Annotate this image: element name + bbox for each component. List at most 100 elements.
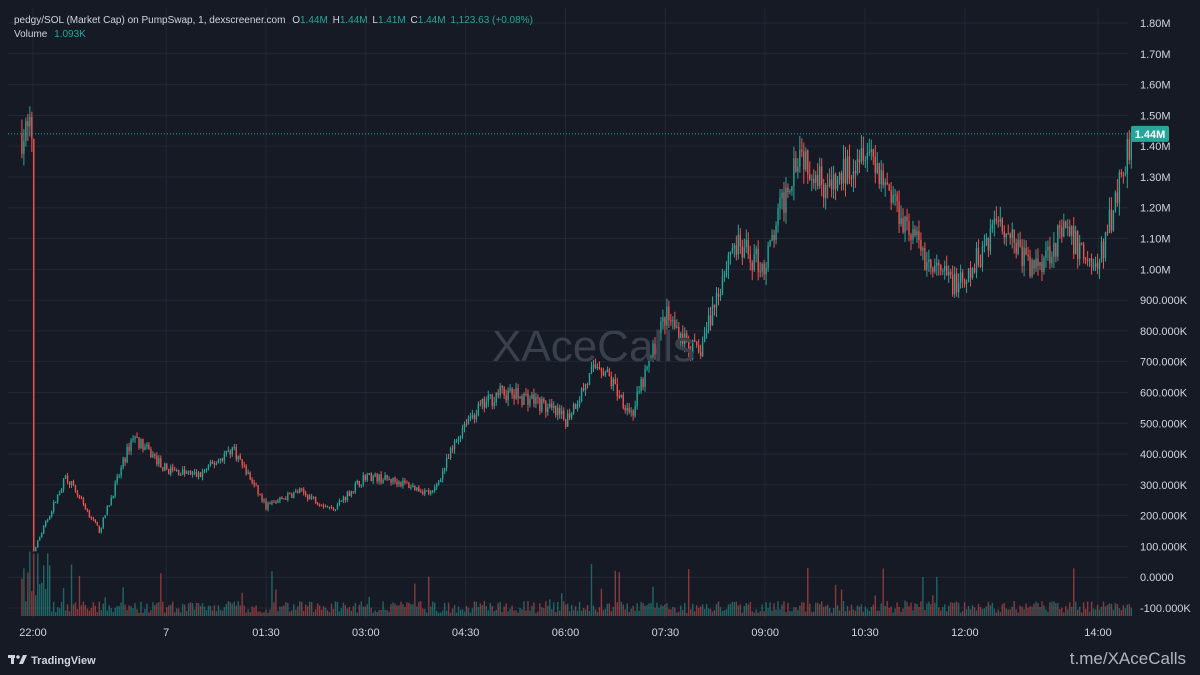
candle — [993, 210, 996, 237]
volume-bar — [545, 601, 547, 616]
candle — [1005, 233, 1007, 247]
candle-body — [882, 170, 884, 185]
candle-body — [164, 463, 166, 471]
candle-body — [177, 470, 180, 476]
volume-bar — [326, 610, 329, 616]
candle-body — [658, 332, 660, 348]
candle-body — [58, 493, 61, 495]
tradingview-logo[interactable]: TradingView — [8, 654, 96, 667]
candle-body — [1015, 242, 1017, 254]
candle — [471, 409, 474, 420]
candle-body — [789, 191, 791, 193]
volume-bar — [932, 595, 934, 616]
candle — [674, 311, 676, 330]
y-axis-tick: 1.70M — [1140, 49, 1171, 61]
volume-bar — [237, 601, 239, 616]
candle — [102, 517, 104, 530]
candle — [628, 403, 630, 415]
candle-body — [152, 454, 154, 458]
candle-body — [517, 388, 519, 399]
volume-bar — [781, 604, 783, 616]
volume-bar — [126, 610, 128, 616]
volume-bar — [195, 602, 198, 616]
volume-bar — [420, 601, 422, 616]
candle — [785, 177, 787, 224]
candle-body — [453, 441, 456, 450]
candle — [174, 466, 176, 471]
volume-bar — [920, 601, 922, 616]
candle-body — [459, 436, 462, 438]
volume-bar — [229, 602, 231, 616]
candle — [400, 481, 402, 488]
candle — [781, 188, 783, 210]
volume-bar — [437, 612, 440, 616]
candle — [110, 494, 112, 506]
volume-bar — [279, 606, 281, 616]
volume-bar — [811, 611, 813, 616]
volume-bar — [380, 609, 382, 616]
candle — [120, 465, 122, 479]
volume-bar — [973, 607, 976, 616]
candle-body — [402, 480, 404, 486]
volume-bar — [221, 610, 224, 616]
x-axis-tick: 07:30 — [652, 627, 680, 639]
candle-body — [80, 498, 83, 500]
candle-body — [31, 116, 33, 139]
volume-bar — [1051, 601, 1053, 616]
volume-label: Volume — [14, 29, 48, 40]
candle-body — [1092, 266, 1095, 268]
candle — [908, 213, 910, 242]
candle-body — [820, 166, 823, 185]
volume-bar — [717, 601, 720, 616]
volume-bar — [592, 605, 595, 616]
candle — [684, 327, 686, 353]
low-value: 1.41M — [377, 15, 406, 26]
candle — [906, 208, 908, 231]
candle-body — [102, 517, 104, 528]
volume-bar — [336, 601, 339, 616]
candle-body — [664, 317, 666, 326]
candle-body — [1053, 243, 1055, 257]
volume-bar — [134, 603, 136, 616]
volume-bar — [219, 609, 222, 616]
candle-body — [72, 481, 75, 486]
volume-bar — [969, 609, 972, 616]
candle — [170, 464, 172, 477]
candle-body — [1094, 263, 1097, 267]
volume-bar — [52, 602, 55, 616]
candle — [160, 455, 162, 468]
candle — [1128, 129, 1130, 165]
volume-bar — [568, 611, 571, 616]
volume-bar — [600, 588, 603, 616]
candle-body — [1045, 250, 1047, 258]
volume-bar — [691, 603, 694, 616]
volume-bar — [574, 606, 577, 616]
candle — [426, 490, 428, 492]
candle — [870, 139, 872, 161]
volume-bar — [721, 610, 724, 616]
volume-bar — [783, 601, 785, 616]
telegram-link[interactable]: t.me/XAceCalls — [1069, 649, 1186, 668]
volume-bar — [878, 610, 880, 616]
volume-bar — [25, 601, 27, 616]
candle-body — [185, 471, 188, 474]
candle-body — [660, 321, 662, 333]
candle — [900, 205, 902, 227]
volume-bar — [297, 606, 299, 616]
candle — [1104, 231, 1107, 262]
volume-bar — [888, 607, 890, 616]
x-axis-tick: 10:30 — [851, 627, 879, 639]
candle-body — [936, 262, 938, 266]
candle-body — [1009, 233, 1011, 238]
volume-bar — [136, 609, 138, 616]
volume-bar — [688, 569, 690, 616]
candle — [920, 232, 922, 256]
candle — [66, 472, 69, 485]
candle-body — [174, 469, 176, 471]
candle-body — [763, 263, 765, 275]
candle — [658, 332, 660, 350]
candle-body — [35, 547, 37, 551]
candle — [852, 159, 855, 192]
candle-body — [846, 156, 849, 184]
